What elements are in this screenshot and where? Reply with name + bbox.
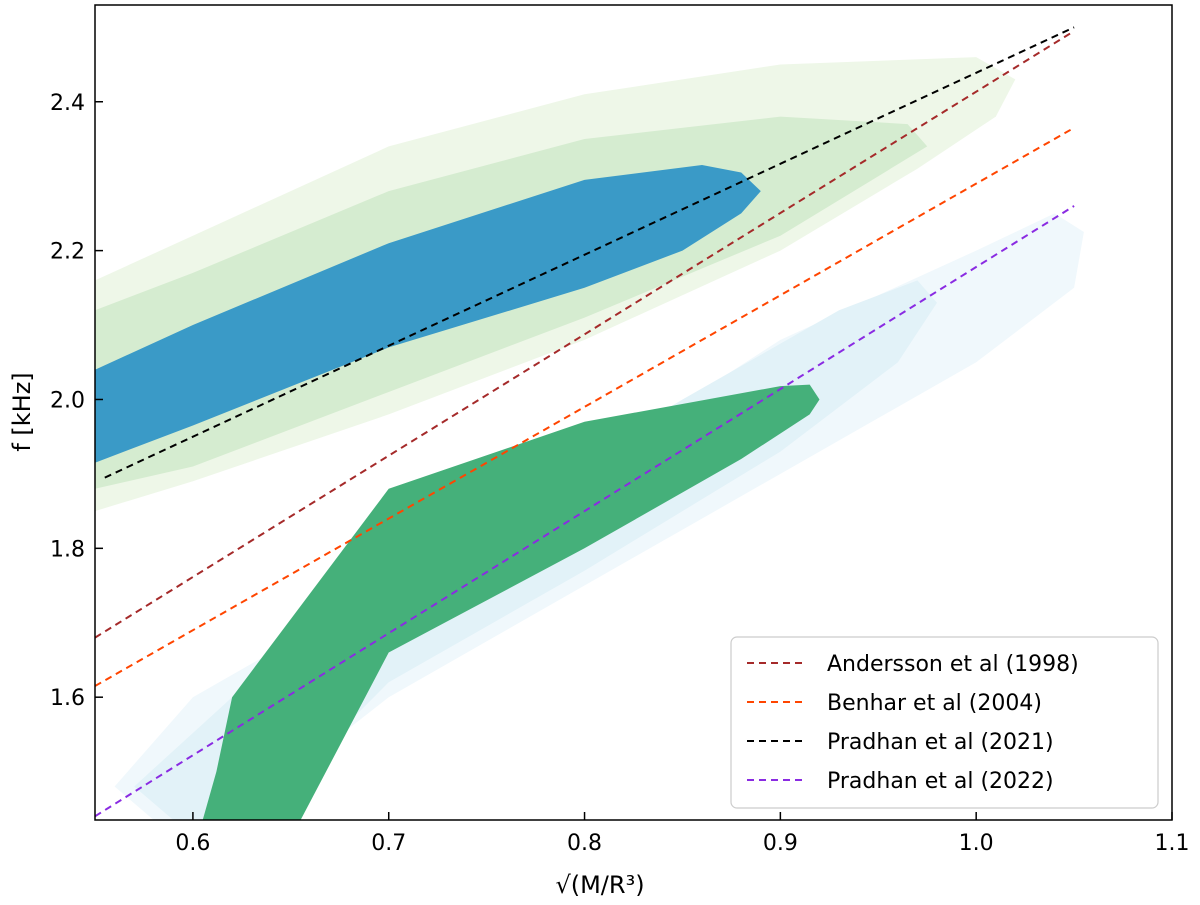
x-tick-label: 0.9 xyxy=(763,831,798,856)
x-tick-label: 0.7 xyxy=(371,831,406,856)
legend-label: Pradhan et al (2022) xyxy=(827,769,1054,794)
series-layer xyxy=(95,26,1075,818)
x-axis-label-root: √ xyxy=(555,871,571,899)
y-tick-label: 1.8 xyxy=(50,537,85,562)
series-line-3 xyxy=(104,26,1075,479)
y-tick-label: 1.6 xyxy=(50,686,85,711)
y-axis-ticks: 1.6 1.8 2.0 2.2 2.4 xyxy=(50,91,103,711)
svg-text:√(M/R³): √(M/R³) xyxy=(555,871,644,899)
legend-box xyxy=(730,636,1159,809)
legend-label: Benhar et al (2004) xyxy=(827,691,1042,716)
contour-lower-inner xyxy=(202,384,820,820)
x-axis-label: √(M/R³) xyxy=(555,871,644,899)
x-tick-label: 1.0 xyxy=(959,831,994,856)
y-tick-label: 2.0 xyxy=(50,388,85,413)
legend: Andersson et al (1998) Benhar et al (2004… xyxy=(730,636,1159,809)
x-tick-label: 0.8 xyxy=(567,831,602,856)
contour-upper-inner xyxy=(95,165,761,463)
y-tick-label: 2.4 xyxy=(50,91,85,116)
legend-label: Andersson et al (1998) xyxy=(827,652,1079,677)
x-axis-ticks: 0.6 0.7 0.8 0.9 1.0 1.1 xyxy=(175,812,1190,856)
legend-label: Pradhan et al (2021) xyxy=(827,730,1054,755)
y-axis-label: f [kHz] xyxy=(8,372,36,451)
series-line-4 xyxy=(95,205,1075,818)
series-line-2 xyxy=(95,126,1075,687)
x-tick-label: 0.6 xyxy=(175,831,210,856)
y-tick-label: 2.2 xyxy=(50,240,85,265)
plot-frame xyxy=(94,4,1173,821)
x-tick-label: 1.1 xyxy=(1155,831,1190,856)
contour-layer xyxy=(95,57,1084,820)
x-axis-label-text: (M/R³) xyxy=(571,871,645,899)
